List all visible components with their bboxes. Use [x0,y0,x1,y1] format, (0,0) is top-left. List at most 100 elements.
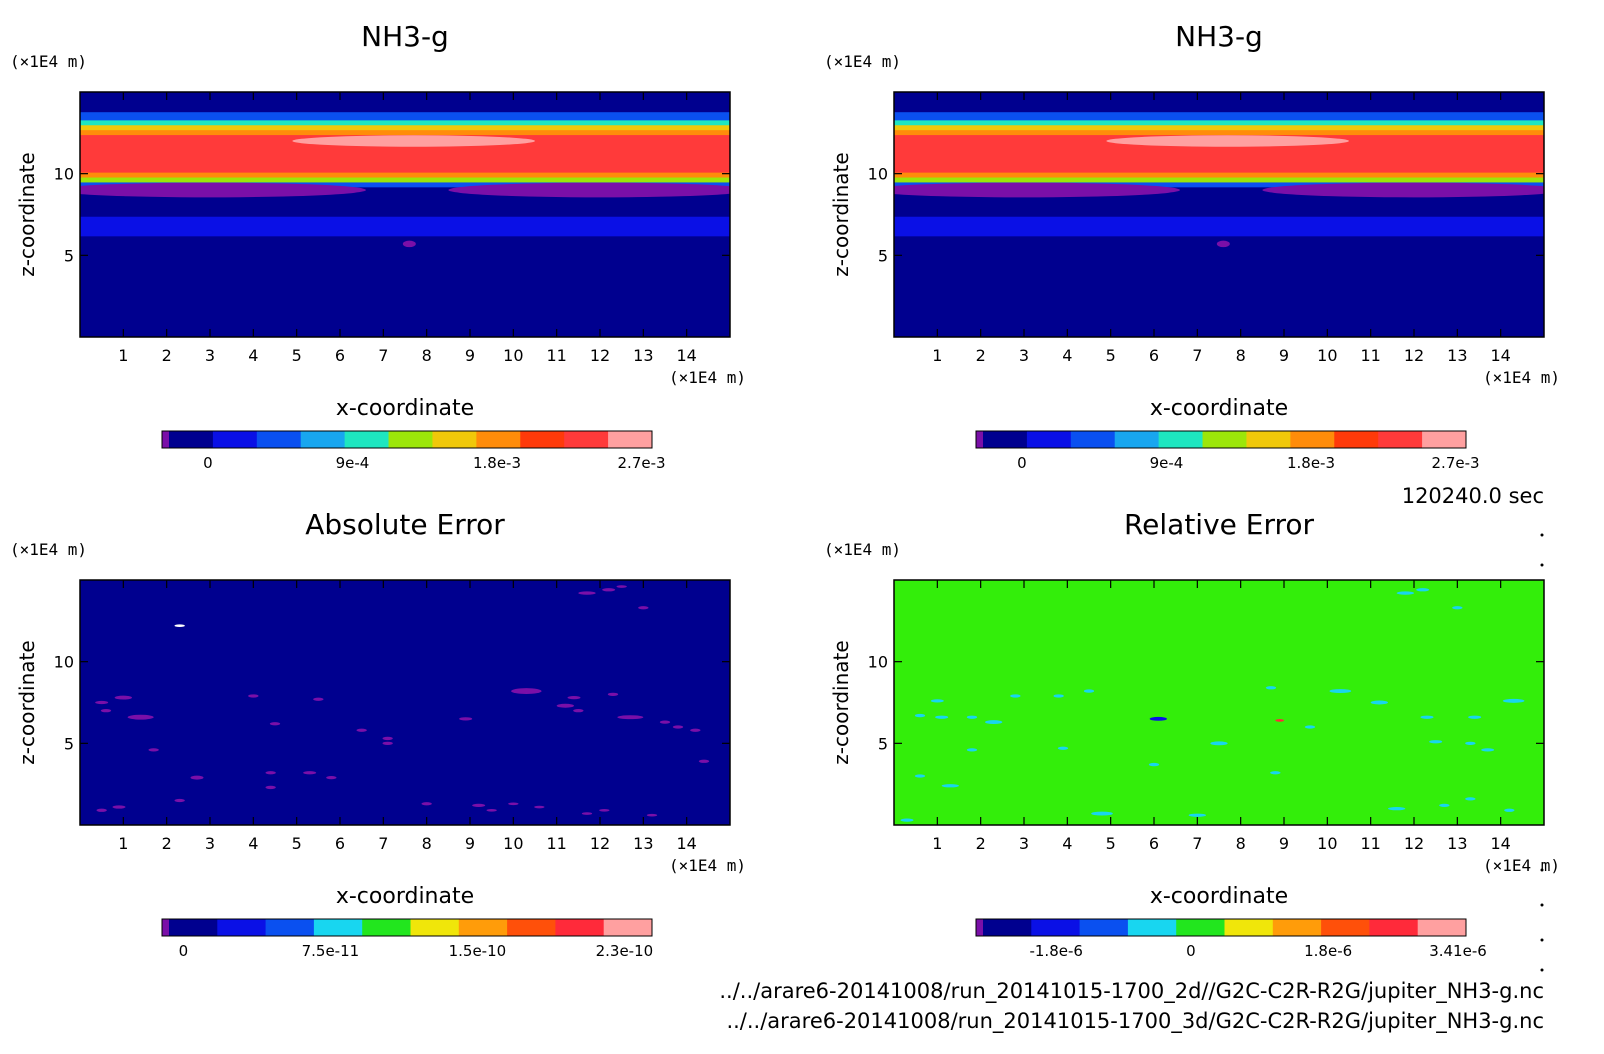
x-unit-label: (×1E4 m) [669,368,746,387]
colorbar-cell [313,919,363,936]
contour-blob [556,703,574,708]
x-tick-label: 12 [1404,834,1424,853]
contour-blob [638,606,649,610]
x-tick-label: 14 [1490,834,1510,853]
contour-blob [1439,803,1450,808]
y-axis-label: z-coordinate [15,152,39,276]
contour-band [80,176,730,183]
contour-band [894,124,1544,131]
y-tick-label: 5 [878,734,888,753]
contour-blob [1270,771,1281,775]
colorbar-cell [256,431,302,448]
x-tick-label: 7 [378,834,388,853]
file-path-2d: ../../arare6-20141008/run_20141015-1700_… [719,979,1544,1004]
contour-blob [508,802,519,806]
dot [1540,938,1544,942]
x-tick-label: 6 [1149,346,1159,365]
colorbar-label: 0 [1017,454,1027,472]
colorbar-frame [975,430,1467,449]
x-tick-label: 5 [1106,346,1116,365]
colorbar-cell [1321,919,1370,936]
contour-blob [941,784,959,788]
contour-blob [578,591,596,595]
contour-blob [486,808,497,812]
contour-band [894,201,1544,217]
colorbar-cell [1422,431,1467,448]
colorbar-cell [476,431,521,448]
colorbar-cell [1127,919,1177,936]
colorbar-label: 1.8e-3 [473,454,521,472]
contour-blob [100,709,112,713]
contour-blob [1148,762,1160,767]
contour-field [80,92,730,337]
x-tick-label: 1 [932,346,942,365]
x-tick-label: 4 [248,834,258,853]
contour-band [80,119,730,126]
x-tick-label: 6 [1149,834,1159,853]
x-tick-label: 2 [162,346,172,365]
contour-blob [659,720,671,724]
contour-band [80,92,730,113]
time-label: 120240.0 sec [1402,484,1544,508]
contour-blob [1388,807,1406,811]
contour-blob [80,182,366,198]
field-background [894,580,1544,825]
y-tick-label: 10 [868,165,888,184]
x-tick-label: 11 [546,346,566,365]
x-tick-label: 9 [465,346,475,365]
x-tick-label: 9 [1279,834,1289,853]
contour-blob [1396,591,1415,595]
x-tick-label: 5 [292,346,302,365]
x-tick-label: 2 [976,834,986,853]
contour-blob [1010,694,1021,698]
y-unit-label: (×1E4 m) [824,52,901,71]
contour-band [894,129,1544,136]
contour-blob [1416,588,1430,592]
contour-blob [698,759,710,763]
x-tick-label: 2 [976,346,986,365]
x-axis-label: x-coordinate [336,396,474,421]
contour-blob [900,818,914,822]
x-tick-label: 3 [1019,834,1029,853]
x-tick-label: 2 [162,834,172,853]
contour-blob [265,785,276,790]
contour-blob [599,808,610,812]
file-path-3d: ../../arare6-20141008/run_20141015-1700_… [726,1009,1544,1034]
contour-blob [265,771,276,775]
contour-band [894,216,1544,237]
colorbar-label: 2.7e-3 [618,454,666,472]
colorbar-cell [976,919,984,936]
x-tick-label: 7 [1192,346,1202,365]
colorbar-label: -1.8e-6 [1029,942,1082,960]
contour-blob [1188,813,1207,817]
colorbar-cell [458,919,508,936]
dot [1540,533,1544,537]
dot [1540,903,1544,907]
colorbar-cell [983,431,1028,448]
contour-blob [1468,715,1482,719]
contour-blob [1083,689,1095,693]
x-tick-label: 4 [248,346,258,365]
contour-blob [1275,719,1284,722]
colorbar-label: 0 [179,942,189,960]
colorbar-cell [564,431,609,448]
panel-title: Absolute Error [305,508,505,541]
contour-band [80,124,730,131]
y-unit-label: (×1E4 m) [10,52,87,71]
x-tick-label: 4 [1062,346,1072,365]
y-axis-label: z-coordinate [829,640,853,764]
colorbar-cell [1224,919,1274,936]
contour-band [894,119,1544,126]
y-axis-label: z-coordinate [829,152,853,276]
colorbar-cell [1202,431,1247,448]
contour-band [894,172,1544,178]
x-tick-label: 5 [292,834,302,853]
colorbar-cell [169,431,214,448]
x-tick-label: 9 [1279,346,1289,365]
x-unit-label: (×1E4 m) [1483,856,1560,875]
contour-blob [690,728,701,732]
x-tick-label: 10 [503,834,523,853]
plot-frame [893,579,1545,826]
